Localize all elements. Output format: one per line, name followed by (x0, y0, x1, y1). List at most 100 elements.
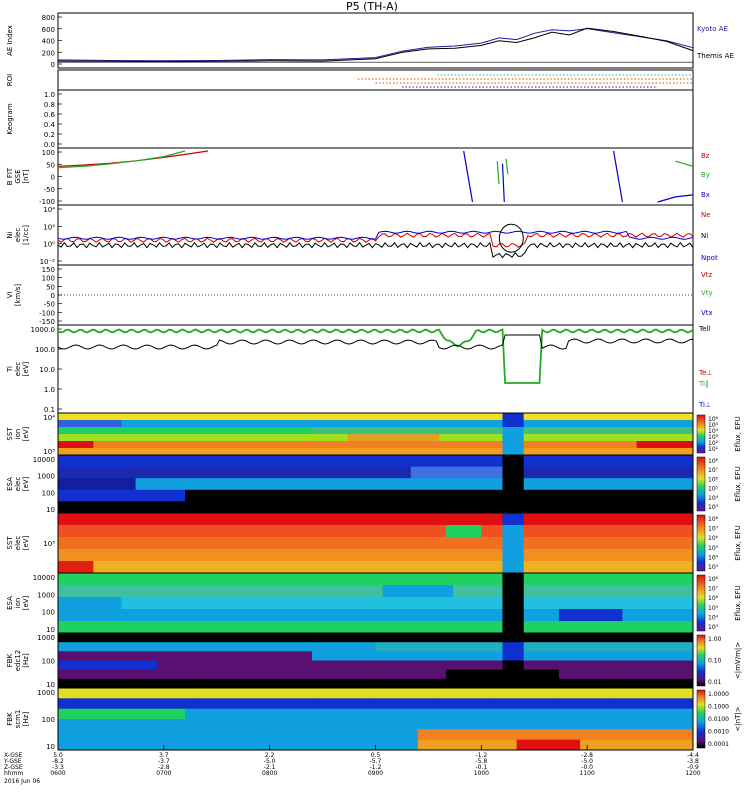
spectrogram-cell-sst_elec (509, 549, 518, 562)
ytick-label-vi: 100 (42, 275, 55, 283)
spectrogram-cell-fbk_scm1 (269, 739, 278, 751)
spectrogram-cell-sst_ion (495, 413, 503, 421)
colorbar-sst_elec (696, 514, 706, 572)
spectrogram-cell-sst_ion (58, 448, 66, 456)
spectrogram-cell-sst_elec (664, 525, 673, 538)
colorbar-tick-sst_ion: 10¹ (708, 446, 719, 453)
spectrogram-cell-fbk_scm1 (326, 729, 334, 741)
spectrogram-cell-sst_ion (467, 420, 475, 428)
spectrogram-cell-esa_elec (636, 455, 645, 468)
spectrogram-cell-sst_elec (544, 549, 553, 562)
spectrogram-cell-sst_ion (199, 413, 207, 421)
spectrogram-cell-sst_ion (566, 448, 574, 456)
spectrogram-cell-fbk_scm1 (403, 719, 412, 730)
xaxis-value: 1200 (685, 770, 700, 777)
spectrogram-cell-sst_ion (304, 448, 313, 456)
spectrogram-cell-esa_elec (86, 489, 94, 502)
spectrogram-cell-fbk_scm1 (678, 739, 687, 751)
spectrogram-cell-sst_elec (502, 561, 511, 574)
spectrogram-cell-sst_ion (523, 420, 532, 428)
spectrogram-cell-esa_elec (262, 466, 271, 479)
spectrogram-cell-fbk_scm1 (516, 719, 525, 730)
spectrogram-cell-esa_elec (424, 466, 433, 479)
spectrogram-cell-fbk_scm1 (424, 729, 433, 741)
spectrogram-cell-fbk_edc12 (213, 633, 221, 643)
spectrogram-cell-esa_ion (671, 621, 680, 634)
spectrogram-cell-esa_elec (65, 489, 73, 502)
spectrogram-cell-sst_ion (636, 441, 645, 449)
spectrogram-cell-esa_ion (114, 597, 122, 610)
spectrogram-cell-esa_ion (333, 585, 341, 598)
spectrogram-cell-esa_ion (460, 621, 468, 634)
spectrogram-cell-sst_ion (516, 434, 525, 442)
spectrogram-cell-fbk_scm1 (107, 688, 115, 699)
spectrogram-cell-sst_ion (340, 441, 348, 449)
spectrogram-cell-fbk_edc12 (326, 651, 334, 661)
spectrogram-cell-fbk_edc12 (347, 642, 355, 652)
spectrogram-cell-esa_ion (361, 585, 369, 598)
spectrogram-cell-sst_ion (347, 413, 355, 421)
spectrogram-cell-esa_ion (304, 597, 313, 610)
spectrogram-cell-fbk_scm1 (467, 719, 475, 730)
spectrogram-cell-esa_ion (608, 585, 616, 598)
spectrogram-cell-esa_elec (354, 478, 362, 491)
spectrogram-cell-esa_ion (629, 609, 638, 622)
spectrogram-cell-esa_ion (65, 597, 73, 610)
spectrogram-cell-esa_ion (678, 585, 687, 598)
spectrogram-cell-esa_ion (354, 609, 362, 622)
spectrogram-cell-fbk_scm1 (587, 698, 595, 710)
spectrogram-cell-fbk_scm1 (643, 708, 652, 720)
spectrogram-cell-esa_elec (382, 478, 391, 491)
spectrogram-cell-sst_ion (319, 427, 327, 435)
spectrogram-cell-fbk_scm1 (551, 708, 560, 720)
spectrogram-cell-fbk_edc12 (79, 633, 87, 643)
spectrogram-cell-esa_ion (220, 597, 228, 610)
spectrogram-cell-fbk_edc12 (551, 669, 560, 680)
spectrogram-cell-fbk_edc12 (163, 642, 172, 652)
spectrogram-cell-esa_ion (446, 609, 454, 622)
spectrogram-cell-fbk_scm1 (516, 729, 525, 741)
spectrogram-cell-esa_ion (72, 609, 80, 622)
spectrogram-cell-fbk_edc12 (460, 642, 468, 652)
spectrogram-cell-sst_ion (283, 427, 292, 435)
ylabel-vi: [km/s] (14, 284, 22, 307)
spectrogram-cell-esa_elec (481, 501, 489, 514)
spectrogram-cell-sst_ion (283, 448, 292, 456)
spectrogram-cell-esa_ion (551, 573, 560, 586)
spectrogram-cell-fbk_scm1 (375, 708, 384, 720)
spectrogram-cell-fbk_edc12 (566, 660, 574, 671)
spectrogram-cell-sst_ion (657, 413, 666, 421)
spectrogram-cell-sst_elec (495, 561, 503, 574)
spectrogram-cell-sst_elec (248, 537, 257, 550)
spectrogram-cell-esa_ion (368, 597, 376, 610)
spectrogram-cell-sst_ion (587, 434, 595, 442)
spectrogram-cell-fbk_scm1 (135, 739, 144, 751)
spectrogram-cell-fbk_scm1 (678, 688, 687, 699)
spectrogram-cell-fbk_edc12 (685, 633, 694, 643)
spectrogram-cell-fbk_scm1 (58, 698, 66, 710)
spectrogram-cell-fbk_edc12 (79, 651, 87, 661)
spectrogram-cell-sst_elec (227, 513, 235, 526)
spectrogram-cell-sst_elec (368, 525, 376, 538)
spectrogram-cell-fbk_edc12 (629, 642, 638, 652)
legend-themis-ae: Themis AE (696, 52, 734, 60)
spectrogram-cell-esa_elec (488, 489, 496, 502)
spectrogram-cell-sst_elec (304, 525, 313, 538)
spectrogram-cell-esa_elec (389, 466, 398, 479)
spectrogram-cell-fbk_scm1 (100, 708, 108, 720)
spectrogram-cell-fbk_scm1 (467, 688, 475, 699)
spectrogram-cell-fbk_edc12 (128, 660, 137, 671)
spectrogram-cell-fbk_scm1 (234, 708, 242, 720)
spectrogram-cell-esa_elec (622, 489, 630, 502)
spectrogram-cell-sst_ion (72, 413, 80, 421)
spectrogram-cell-fbk_edc12 (389, 642, 398, 652)
spectrogram-cell-sst_ion (439, 434, 447, 442)
spectrogram-cell-sst_ion (629, 413, 638, 421)
spectrogram-cell-esa_elec (474, 455, 482, 468)
spectrogram-cell-sst_elec (227, 537, 235, 550)
spectrogram-cell-sst_ion (594, 420, 602, 428)
spectrogram-cell-fbk_edc12 (248, 678, 257, 689)
spectrogram-cell-esa_elec (636, 501, 645, 514)
ae-series-line (57, 27, 694, 63)
spectrogram-cell-fbk_scm1 (354, 729, 362, 741)
